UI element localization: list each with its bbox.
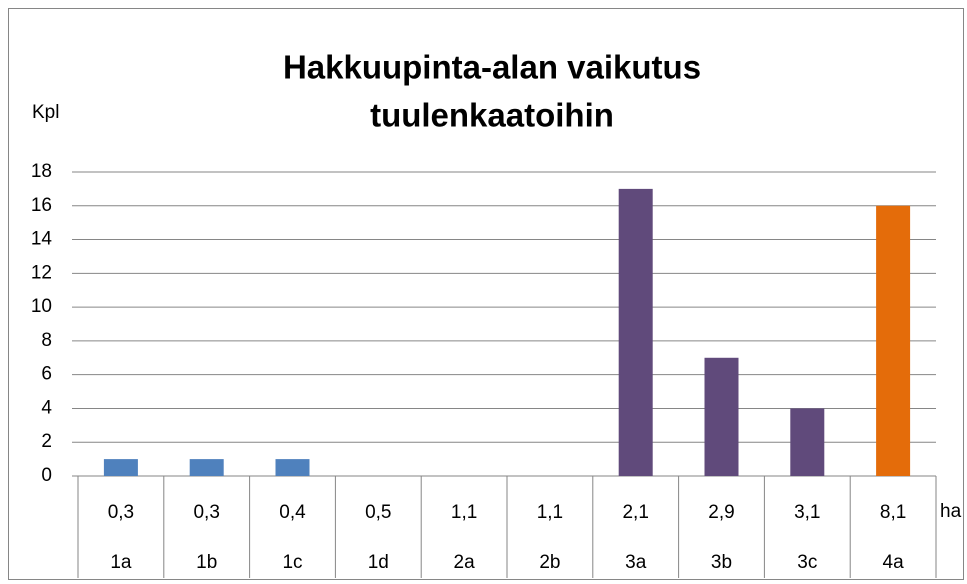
chart-title: Hakkuupinta-alan vaikutus [283, 49, 701, 86]
x-tick-label: 1,1 [537, 502, 563, 523]
y-tick-label: 12 [31, 262, 52, 283]
x-tick-label: 1d [368, 552, 389, 573]
x-tick-label: 0,3 [193, 502, 219, 523]
chart-border [8, 8, 964, 580]
x-tick-label: 3,1 [794, 502, 820, 523]
y-tick-label: 4 [41, 397, 52, 418]
x-tick-label: 1b [196, 552, 217, 573]
bar [876, 205, 911, 476]
x-tick-label: 3a [625, 552, 647, 573]
y-tick-label: 0 [41, 465, 52, 486]
chart-title: tuulenkaatoihin [370, 97, 614, 134]
bar [275, 459, 310, 476]
x-tick-label: 1c [282, 552, 302, 573]
y-axis-label: Kpl [32, 102, 59, 123]
y-tick-label: 10 [31, 296, 52, 317]
x-tick-label: 4a [883, 552, 905, 573]
x-tick-label: 2,1 [622, 502, 648, 523]
bar [790, 408, 825, 476]
y-tick-label: 8 [41, 330, 52, 351]
x-tick-label: 0,5 [365, 502, 391, 523]
x-tick-label: 8,1 [880, 502, 906, 523]
x-tick-label: 1,1 [451, 502, 477, 523]
x-tick-label: 2a [454, 552, 476, 573]
x-tick-label: 3b [711, 552, 732, 573]
x-tick-label: 2b [539, 552, 560, 573]
x-tick-label: 0,3 [108, 502, 134, 523]
bar [189, 459, 224, 476]
bar [704, 357, 739, 476]
x-tick-label: 0,4 [279, 502, 306, 523]
x-axis-label: ha [940, 501, 962, 522]
bar [618, 188, 653, 476]
y-tick-label: 2 [41, 431, 52, 452]
y-tick-label: 14 [31, 229, 53, 250]
x-tick-label: 2,9 [708, 502, 734, 523]
bar [103, 459, 138, 476]
x-tick-label: 3c [797, 552, 817, 573]
y-tick-label: 6 [41, 364, 52, 385]
y-tick-label: 16 [31, 195, 52, 216]
y-tick-label: 18 [31, 161, 52, 182]
x-tick-label: 1a [110, 552, 132, 573]
